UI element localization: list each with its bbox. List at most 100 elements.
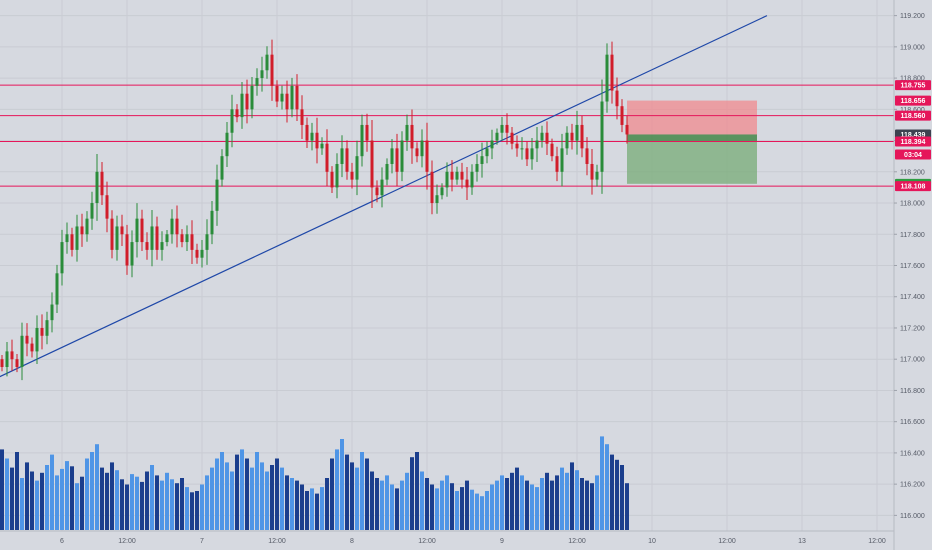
volume-bar	[205, 475, 209, 530]
volume-bar	[155, 475, 159, 530]
volume-bar	[575, 470, 579, 530]
price-tag: 03:04	[895, 149, 931, 160]
price-tick-label: 116.200	[900, 482, 925, 489]
candle-up	[445, 171, 449, 188]
candle-up	[75, 226, 79, 250]
time-tick-label: 12:00	[718, 538, 736, 545]
candle-down	[300, 109, 304, 125]
price-tick-label: 116.800	[900, 388, 925, 395]
candle-down	[525, 148, 529, 160]
price-tag-label: 118.755	[901, 83, 926, 90]
volume-bar	[455, 491, 459, 530]
volume-bar	[505, 478, 509, 530]
candle-down	[625, 124, 629, 135]
volume-bar	[245, 458, 249, 530]
candle-up	[135, 218, 139, 243]
price-tag-background	[895, 136, 931, 147]
volume-bar	[515, 467, 519, 530]
candle-up	[405, 124, 409, 141]
candle-up	[185, 234, 189, 243]
candle-up	[210, 210, 214, 235]
stop-loss-zone[interactable]	[627, 100, 757, 135]
price-tick-label: 118.200	[900, 169, 925, 176]
horizontal-levels[interactable]	[0, 84, 894, 187]
volume-bar	[130, 474, 134, 530]
volume-bar	[75, 483, 79, 530]
candle-down	[450, 171, 454, 180]
volume-bar	[615, 459, 619, 530]
volume-bar	[545, 472, 549, 530]
candle-down	[325, 143, 329, 172]
time-axis[interactable]: 6 12:00 7 12:00 8 12:00 9 12:00 10 12:00 13 12:00	[60, 538, 886, 545]
candle-up	[475, 163, 479, 172]
candle-down	[0, 359, 4, 368]
candle-up	[220, 156, 224, 180]
candle-down	[70, 234, 74, 250]
candle-up	[520, 148, 524, 150]
candle-down	[15, 359, 19, 368]
candle-down	[140, 218, 144, 243]
candle-up	[400, 140, 404, 172]
candle-down	[610, 54, 614, 91]
candle-down	[430, 171, 434, 204]
position-tool[interactable]	[627, 100, 757, 184]
volume-bar	[65, 461, 69, 530]
candle-up	[280, 93, 284, 102]
volume-bar	[20, 478, 24, 530]
candle-up	[435, 195, 439, 204]
volume-bar	[225, 462, 229, 530]
price-tag: 118.108	[895, 181, 931, 192]
candle-up	[600, 101, 604, 172]
volume-bar	[435, 488, 439, 530]
price-tick-label: 119.200	[900, 13, 925, 20]
volume-bar	[430, 484, 434, 530]
volume-bar	[230, 471, 234, 530]
candle-up	[385, 163, 389, 180]
take-profit-zone[interactable]	[627, 134, 757, 184]
volume-bar	[190, 492, 194, 530]
price-tag-background	[895, 181, 931, 192]
volume-bar	[355, 467, 359, 530]
volume-bar	[585, 480, 589, 530]
price-axis-background[interactable]	[894, 0, 932, 550]
price-tag-background	[895, 95, 931, 106]
open-pnl-zone	[627, 134, 757, 142]
volume-bar	[595, 475, 599, 530]
volume-bar	[500, 475, 504, 530]
time-tick-label: 12:00	[568, 538, 586, 545]
candle-up	[565, 132, 569, 149]
price-tag-background	[895, 149, 931, 160]
volume-bar	[620, 465, 624, 530]
candle-up	[380, 179, 384, 196]
candle-up	[340, 148, 344, 164]
volume-bar	[285, 475, 289, 530]
candle-down	[330, 171, 334, 188]
volume-bar	[335, 449, 339, 530]
candle-up	[540, 132, 544, 141]
volume-bar	[525, 480, 529, 530]
candle-down	[270, 54, 274, 86]
volume-bar	[325, 478, 329, 530]
volume-bar	[270, 465, 274, 530]
volume-bar	[235, 454, 239, 530]
volume-bar	[220, 452, 224, 530]
volume-bar	[45, 465, 49, 530]
candle-up	[420, 140, 424, 157]
volume-bar	[405, 472, 409, 530]
volume-bar	[310, 488, 314, 530]
volume-bar	[370, 471, 374, 530]
candle-down	[590, 163, 594, 180]
volume-bar	[240, 449, 244, 530]
candle-down	[120, 226, 124, 235]
time-tick-label: 12:00	[868, 538, 886, 545]
candle-up	[60, 242, 64, 274]
volume-bar	[610, 454, 614, 530]
candle-down	[395, 148, 399, 172]
candle-down	[460, 171, 464, 180]
candle-up	[225, 132, 229, 157]
candle-down	[350, 171, 354, 180]
candle-down	[515, 143, 519, 149]
candle-up	[250, 85, 254, 110]
